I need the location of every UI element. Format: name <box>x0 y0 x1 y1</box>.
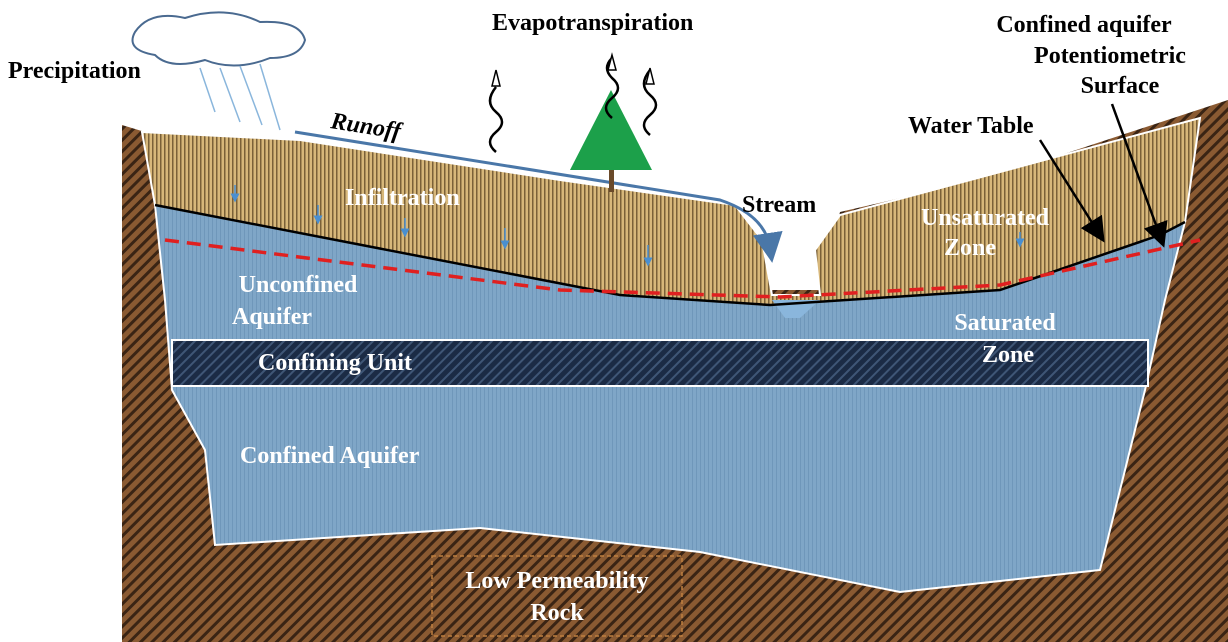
infiltration-label: Infiltration <box>345 185 460 211</box>
stream-label: Stream <box>742 192 816 218</box>
evapotranspiration-arrowheads <box>492 55 654 86</box>
cloud <box>133 12 306 65</box>
precipitation-label: Precipitation <box>8 58 141 84</box>
evapotranspiration-label: Evapotranspiration <box>492 10 693 36</box>
rain <box>200 64 280 130</box>
confining-unit-label: Confining Unit <box>258 350 412 376</box>
water-table-label: Water Table <box>908 113 1034 139</box>
confined-aquifer-label: Confined Aquifer <box>240 443 420 469</box>
groundwater-diagram: Precipitation Evapotranspiration Runoff … <box>0 0 1228 642</box>
